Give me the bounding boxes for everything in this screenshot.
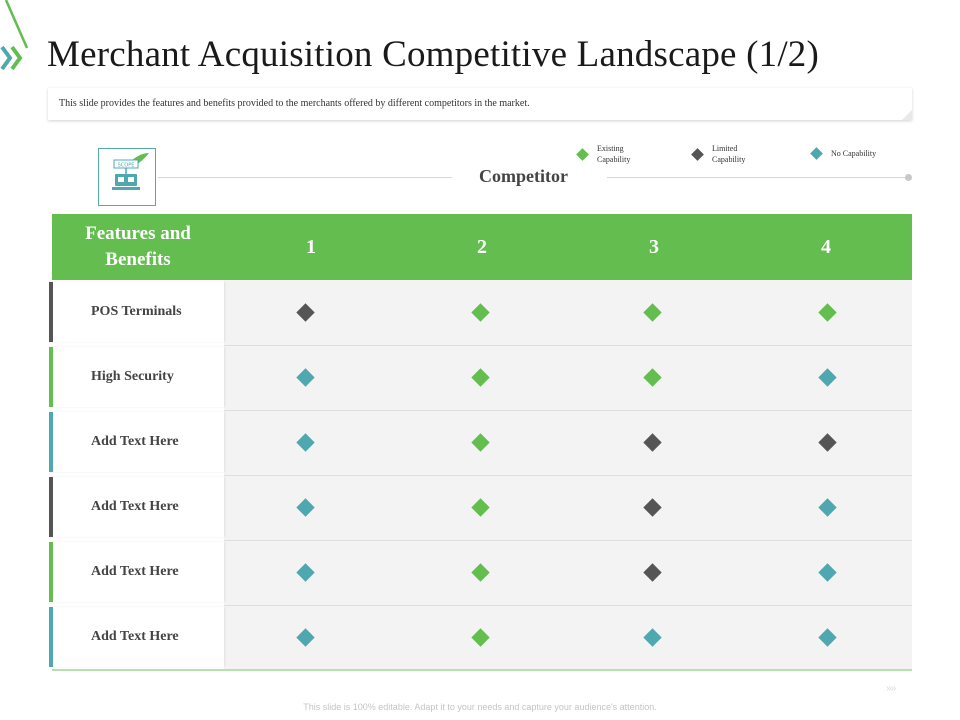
page-curl-decoration: [902, 110, 912, 120]
header-label-line-1: Features and: [85, 223, 191, 244]
row-color-bar: [49, 347, 53, 407]
legend-limited-line-1: Limited: [712, 144, 738, 153]
screen-presentation-icon: SCOPE: [112, 153, 149, 190]
row-label-6: Add Text Here: [49, 607, 224, 667]
page-title: Merchant Acquisition Competitive Landsca…: [47, 34, 820, 75]
footer-note: This slide is 100% editable. Adapt it to…: [303, 702, 657, 712]
competitor-label: Competitor: [479, 166, 568, 186]
row-label-4: Add Text Here: [49, 477, 224, 537]
row-label-3: Add Text Here: [49, 412, 224, 472]
row-label-5: Add Text Here: [49, 542, 224, 602]
row-label-text: High Security: [91, 369, 174, 384]
footer-chevrons: ››››: [886, 683, 896, 694]
row-color-bar: [49, 412, 53, 472]
divider-end-dot: [905, 174, 912, 181]
row-label-2: High Security: [49, 347, 224, 407]
header-competitor-4: 4: [821, 235, 831, 258]
legend-none-line-1: No Capability: [831, 149, 877, 158]
existing-diamond-icon: [576, 147, 589, 161]
row-label-text: Add Text Here: [91, 499, 179, 514]
header-competitor-3: 3: [649, 235, 659, 258]
logo-label: SCOPE: [118, 163, 135, 169]
description-box: This slide provides the features and ben…: [48, 88, 912, 120]
logo-box: SCOPE: [98, 148, 156, 206]
row-color-bar: [49, 282, 53, 342]
header-features-benefits: Features and Benefits: [52, 214, 224, 280]
legend-existing-line-2: Capability: [597, 155, 631, 164]
header-competitor-1: 1: [306, 235, 316, 258]
header-competitor-2: 2: [477, 235, 487, 258]
description-text: This slide provides the features and ben…: [59, 98, 530, 109]
limited-diamond-icon: [691, 147, 704, 161]
row-divider: [224, 540, 912, 541]
legend-none: No Capability: [810, 147, 877, 160]
legend-existing: Existing Capability: [576, 143, 631, 165]
row-color-bar: [49, 542, 53, 602]
row-label-text: Add Text Here: [91, 629, 179, 644]
row-divider: [224, 410, 912, 411]
row-divider: [224, 605, 912, 606]
table-body: [224, 280, 912, 669]
row-color-bar: [49, 607, 53, 667]
header-label-line-2: Benefits: [105, 249, 171, 270]
corner-accent-line: [4, 0, 29, 49]
competitor-divider-left: [158, 177, 452, 178]
table-header: Features and Benefits 1 2 3 4: [52, 214, 912, 280]
row-label-text: Add Text Here: [91, 434, 179, 449]
legend-limited-line-2: Capability: [712, 155, 746, 164]
row-color-bar: [49, 477, 53, 537]
row-divider: [224, 345, 912, 346]
competitor-divider-right: [607, 177, 907, 178]
none-diamond-icon: [810, 147, 823, 160]
row-label-text: POS Terminals: [91, 304, 182, 319]
table-bottom-line: [52, 669, 912, 671]
legend-limited: Limited Capability: [691, 143, 746, 165]
legend-existing-line-1: Existing: [597, 144, 624, 153]
row-label-text: Add Text Here: [91, 564, 179, 579]
row-label-1: POS Terminals: [49, 282, 224, 342]
row-divider: [224, 475, 912, 476]
double-chevron-icon: [0, 45, 23, 71]
